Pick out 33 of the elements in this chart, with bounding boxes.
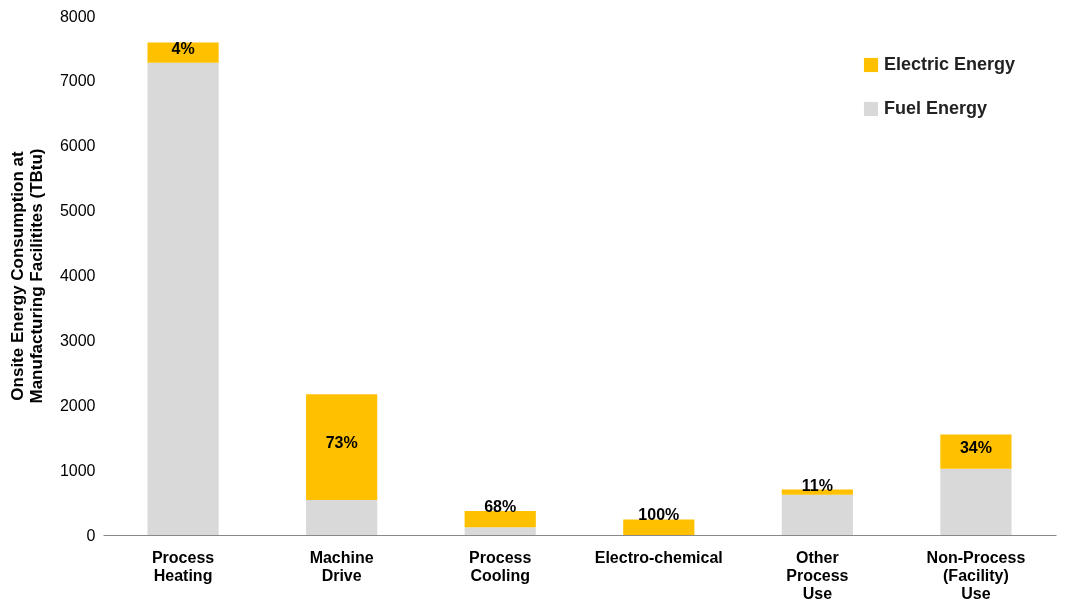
legend-label: Fuel Energy [884,98,988,118]
x-tick-label: Machine Drive [309,548,374,584]
y-axis-title: Onsite Energy Consumption at Manufacturing Facilitites (TBtu) [7,148,46,404]
annotation: 100% [638,506,680,524]
bar [781,494,853,535]
annotation: 34% [959,438,992,456]
y-tick-label: 2000 [59,396,96,414]
bar [940,468,1012,535]
annotation: 11% [801,476,833,494]
x-tick-label: Electro-chemical [594,548,723,566]
legend-label: Electric Energy [884,54,1016,74]
y-tick-label: 6000 [59,137,96,155]
bar [306,394,378,500]
annotation: 73% [325,434,358,452]
bar [464,527,536,535]
bar [147,62,219,535]
y-tick-label: 5000 [59,202,96,220]
bar [940,434,1012,469]
x-tick-label: Other Process Use [786,548,849,602]
x-tick-label: Process Heating [151,548,215,584]
bar [623,519,695,535]
bar [306,499,378,535]
y-tick-label: 1000 [59,461,96,479]
annotation: 4% [171,39,195,57]
x-tick-label: Non-Process (Facility) Use [926,548,1026,602]
y-tick-label: 3000 [59,331,96,349]
x-tick-label: Process Cooling [469,548,532,584]
y-tick-label: 0 [86,526,96,544]
y-tick-label: 7000 [59,72,96,90]
bar [464,511,536,528]
annotation: 68% [484,498,517,515]
y-tick-label: 8000 [59,7,96,25]
y-tick-label: 4000 [59,267,96,284]
